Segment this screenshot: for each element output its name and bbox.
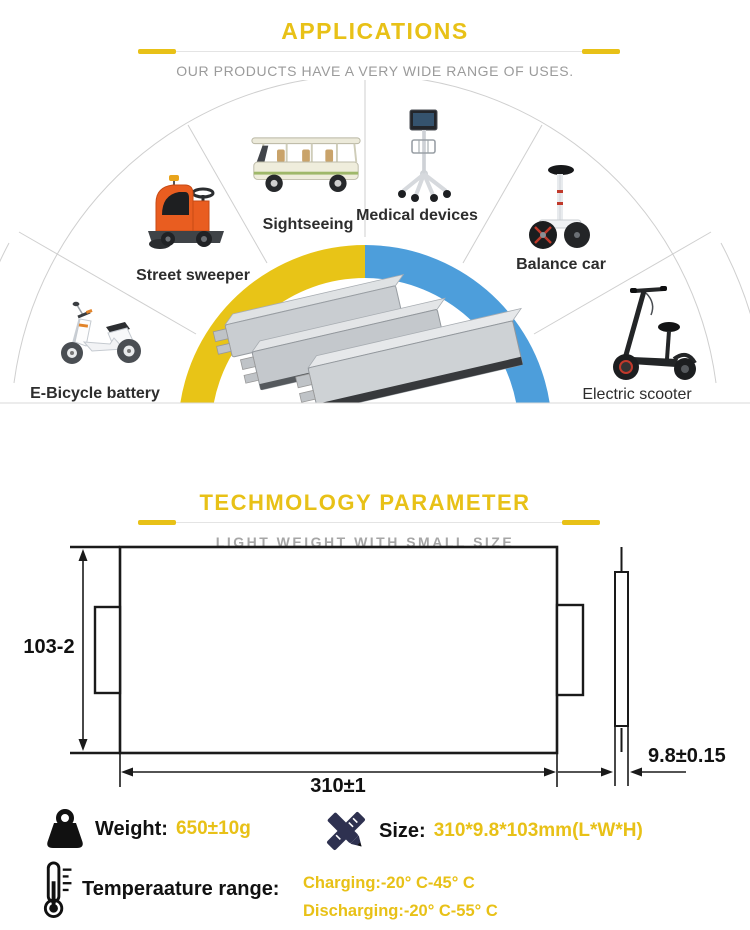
app-label-street-sweeper: Street sweeper [136,267,250,284]
parameters-title-divider [0,520,730,526]
applications-title: APPLICATIONS [281,18,469,44]
battery-cells-image [212,273,523,410]
size-icon [327,812,365,850]
temperature-values: Charging:-20° C-45° C Discharging:-20° C… [303,869,498,925]
applications-subtitle: OUR PRODUCTS HAVE A VERY WIDE RANGE OF U… [176,63,574,79]
sightseeing-bus-icon [251,137,361,192]
temperature-label: Temperaature range: [82,877,280,900]
divider-bar-left [138,520,176,525]
temperature-row: Temperaature range: [38,860,279,918]
weight-row: Weight: 650±10g [45,808,251,850]
divider-line [140,51,610,52]
dim-length: 310±1 [310,775,366,797]
applications-header: APPLICATIONS OUR PRODUCTS HAVE A VERY WI… [0,18,750,79]
app-label-e-bicycle: E-Bicycle battery [30,385,160,402]
app-label-balance-car: Balance car [516,256,606,273]
divider-bar-right [582,49,620,54]
dim-height: 103-2 [23,636,75,658]
fan-background [0,80,750,410]
size-value: 310*9.8*103mm(L*W*H) [433,820,643,841]
size-label: Size: [379,819,426,842]
app-label-medical: Medical devices [356,207,478,224]
street-sweeper-icon [148,175,224,249]
parameters-title: TECHMOLOGY PARAMETER [199,490,531,515]
app-label-electric-scooter: Electric scooter [582,386,692,403]
divider-bar-left [138,49,176,54]
size-row: Size: 310*9.8*103mm(L*W*H) [323,808,643,854]
electric-scooter-icon [613,286,697,380]
technical-drawing: 103-2 310±1 9.8±0.15 [0,540,750,797]
donut-left-yellow [180,245,365,403]
balance-car-icon [529,165,590,249]
battery-dimension-drawing [70,545,686,787]
e-bicycle-icon [61,301,141,364]
divider-line [140,522,590,523]
discharging-range: Discharging:-20° C-55° C [303,902,498,920]
medical-stand-icon [398,109,451,202]
applications-title-divider [0,49,750,55]
divider-bar-right [562,520,600,525]
app-label-sightseeing: Sightseeing [262,216,354,233]
thermometer-icon [43,861,72,918]
weight-icon [47,809,83,848]
charging-range: Charging:-20° C-45° C [303,874,475,892]
weight-label: Weight: [95,817,168,840]
weight-value: 650±10g [175,818,251,839]
applications-fan-diagram: E-Bicycle battery Street sweeper [0,80,750,410]
dim-thickness: 9.8±0.15 [648,745,726,767]
